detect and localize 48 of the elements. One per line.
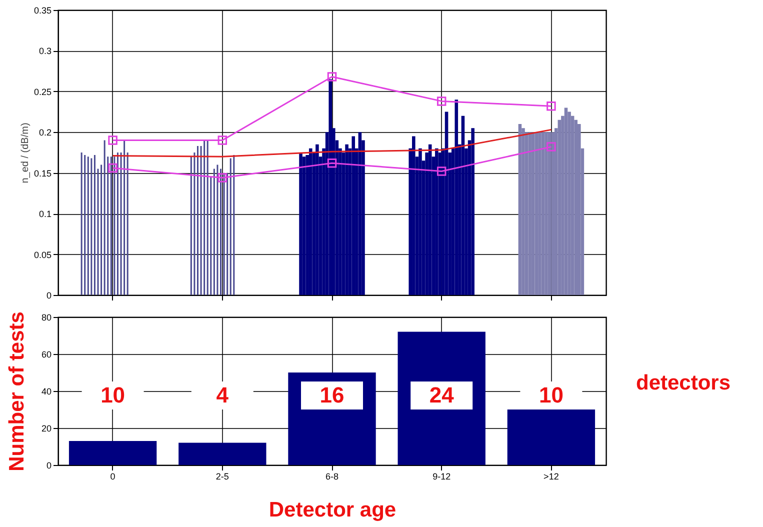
point [546, 101, 556, 111]
bar [178, 442, 266, 465]
point [218, 173, 228, 182]
point [218, 136, 228, 145]
y-tick-label: 0.1 [38, 209, 52, 220]
bar [531, 132, 535, 295]
text: detectors [636, 372, 731, 395]
x-tick-label: 6-8 [325, 472, 339, 482]
y-tick-label: 0.15 [34, 168, 52, 178]
point [327, 72, 337, 82]
bar [471, 128, 474, 295]
point [546, 142, 556, 152]
x-tick-label: 2-5 [216, 472, 229, 482]
y-tick-label: 0.25 [34, 86, 52, 97]
annotation: 4 [216, 382, 230, 408]
bar [352, 136, 356, 295]
annotation: 16 [320, 382, 344, 408]
x-axis-title: Detector age [268, 498, 396, 522]
y-tick-label: 0.3 [38, 46, 52, 56]
bar [461, 116, 465, 295]
y-tick-label: 0 [46, 460, 52, 470]
line-series [112, 128, 552, 158]
y-tick-label: 80 [41, 312, 52, 322]
bar [345, 144, 348, 295]
point [108, 163, 118, 173]
annotation: 24 [429, 382, 455, 408]
y-tick-label: 0.2 [38, 128, 52, 138]
x-tick-label: >12 [544, 472, 559, 482]
y-tick-label: 0.05 [34, 250, 52, 260]
bar [534, 132, 538, 295]
y-axis-title: n_ed / (dB/m) [20, 122, 31, 184]
point [327, 158, 337, 168]
y-tick-label: 0.35 [34, 6, 52, 16]
bar [518, 124, 522, 295]
point [436, 166, 446, 176]
bar [68, 440, 157, 465]
y-tick-label: 60 [41, 350, 52, 360]
y-tick-label: 40 [41, 386, 52, 396]
bar [358, 132, 362, 295]
x-tick-label: 0 [110, 472, 116, 482]
y-tick-label: 20 [41, 424, 52, 434]
point [436, 96, 446, 106]
y-axis-title: Number of tests [5, 312, 28, 472]
point [108, 136, 118, 145]
y-tick-label: 0 [46, 290, 52, 300]
annotation: 10 [538, 382, 564, 408]
x-tick-label: 9-12 [432, 472, 451, 482]
annotation: 10 [100, 382, 126, 408]
